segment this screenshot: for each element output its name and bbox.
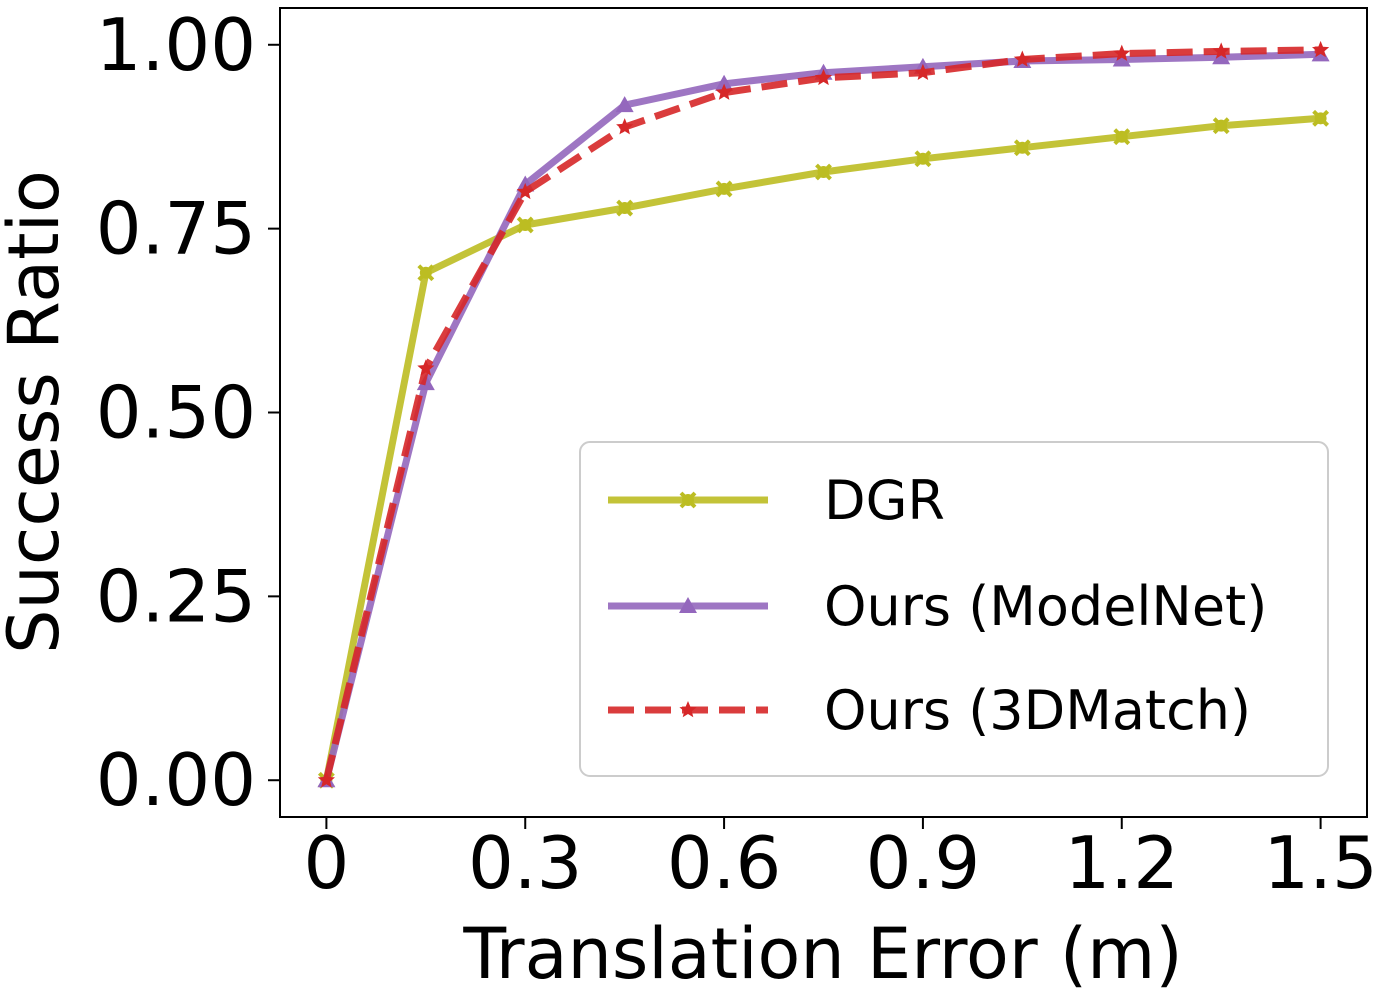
y-tick-label: 1.00	[96, 3, 256, 87]
plot-lines	[317, 40, 1330, 789]
legend-label: DGR	[824, 469, 945, 532]
y-tick-label: 0.75	[96, 187, 256, 271]
x-axis-label: Translation Error (m)	[462, 913, 1182, 995]
data-point	[615, 96, 634, 113]
data-point	[1112, 50, 1131, 67]
data-point	[914, 63, 932, 80]
data-point	[417, 359, 435, 376]
data-point	[814, 68, 833, 86]
data-point	[1113, 44, 1131, 61]
legend-item: DGR	[608, 469, 945, 532]
legend-box	[579, 441, 1329, 777]
y-axis-label: Success Ratio	[0, 170, 75, 654]
y-tick-label: 0.00	[96, 738, 256, 822]
y-tick-label: 0.50	[96, 371, 256, 455]
legend-marker	[679, 701, 697, 718]
data-point	[616, 118, 634, 135]
data-point	[317, 771, 335, 788]
legend: DGR Ours (ModelNet) Ours (3DMatch)	[579, 441, 1329, 777]
data-point	[815, 163, 832, 181]
data-point	[1212, 48, 1231, 65]
data-point	[914, 150, 932, 168]
x-tick-label: 1.5	[1263, 821, 1378, 905]
legend-label: Ours (3DMatch)	[824, 679, 1251, 742]
data-point	[715, 74, 734, 91]
data-point	[1212, 42, 1230, 59]
x-tick-label: 0.3	[468, 821, 583, 905]
axis-ticks: 0 0.3 0.6 0.9 1.2 1.5 0.00 0.25 0.50 0.75 1.00	[96, 3, 1378, 905]
x-tick-label: 0	[303, 821, 349, 905]
data-point	[1212, 117, 1230, 135]
x-tick-label: 0.6	[667, 821, 782, 905]
legend-item: Ours (3DMatch)	[608, 679, 1251, 742]
legend-label: Ours (ModelNet)	[824, 575, 1267, 638]
data-point	[417, 264, 435, 282]
x-tick-label: 1.2	[1065, 821, 1180, 905]
series-0	[317, 109, 1330, 789]
data-point	[1013, 139, 1031, 157]
data-point	[1013, 50, 1031, 67]
data-point	[715, 83, 733, 100]
data-point	[516, 216, 534, 234]
x-tick-label: 0.9	[866, 821, 981, 905]
y-tick-label: 0.25	[96, 554, 256, 638]
data-point	[516, 182, 534, 200]
data-point	[1312, 109, 1330, 127]
legend-item: Ours (ModelNet)	[608, 575, 1267, 638]
legend-marker	[679, 491, 697, 509]
data-point	[1312, 40, 1330, 58]
data-point	[616, 199, 634, 217]
data-point	[715, 180, 733, 198]
series-2	[317, 40, 1330, 788]
legend-marker	[679, 597, 697, 613]
data-point	[1113, 128, 1131, 146]
